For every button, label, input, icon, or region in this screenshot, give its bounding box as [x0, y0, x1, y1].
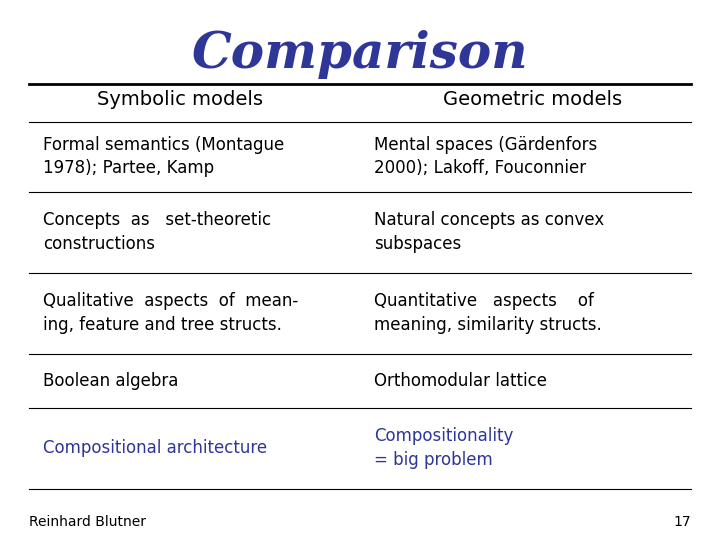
Text: Natural concepts as convex
subspaces: Natural concepts as convex subspaces — [374, 211, 605, 253]
Text: Symbolic models: Symbolic models — [97, 90, 263, 110]
Text: 17: 17 — [674, 515, 691, 529]
Text: Quantitative   aspects    of
meaning, similarity structs.: Quantitative aspects of meaning, similar… — [374, 292, 602, 334]
Text: Mental spaces (Gärdenfors
2000); Lakoff, Fouconnier: Mental spaces (Gärdenfors 2000); Lakoff,… — [374, 136, 598, 178]
Text: Compositional architecture: Compositional architecture — [43, 439, 267, 457]
Text: Reinhard Blutner: Reinhard Blutner — [29, 515, 145, 529]
Text: Comparison: Comparison — [192, 30, 528, 79]
Text: Concepts  as   set-theoretic
constructions: Concepts as set-theoretic constructions — [43, 211, 271, 253]
Text: Geometric models: Geometric models — [444, 90, 622, 110]
Text: Formal semantics (Montague
1978); Partee, Kamp: Formal semantics (Montague 1978); Partee… — [43, 136, 284, 178]
Text: Qualitative  aspects  of  mean-
ing, feature and tree structs.: Qualitative aspects of mean- ing, featur… — [43, 292, 299, 334]
Text: Compositionality
= big problem: Compositionality = big problem — [374, 427, 514, 469]
Text: Boolean algebra: Boolean algebra — [43, 372, 179, 390]
Text: Orthomodular lattice: Orthomodular lattice — [374, 372, 547, 390]
